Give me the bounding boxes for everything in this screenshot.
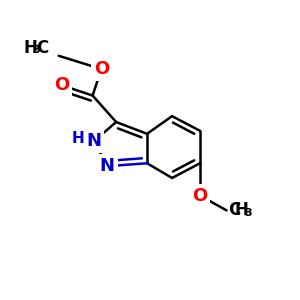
- Text: H: H: [234, 201, 248, 219]
- Text: H: H: [71, 131, 84, 146]
- Text: 3: 3: [244, 208, 252, 218]
- Text: N: N: [87, 132, 102, 150]
- Text: C: C: [36, 39, 48, 57]
- Text: H: H: [24, 39, 38, 57]
- Text: O: O: [94, 60, 109, 78]
- Text: O: O: [54, 76, 69, 94]
- Text: N: N: [100, 157, 115, 175]
- Text: 3: 3: [32, 46, 40, 56]
- Text: C: C: [228, 201, 240, 219]
- Text: O: O: [192, 187, 208, 205]
